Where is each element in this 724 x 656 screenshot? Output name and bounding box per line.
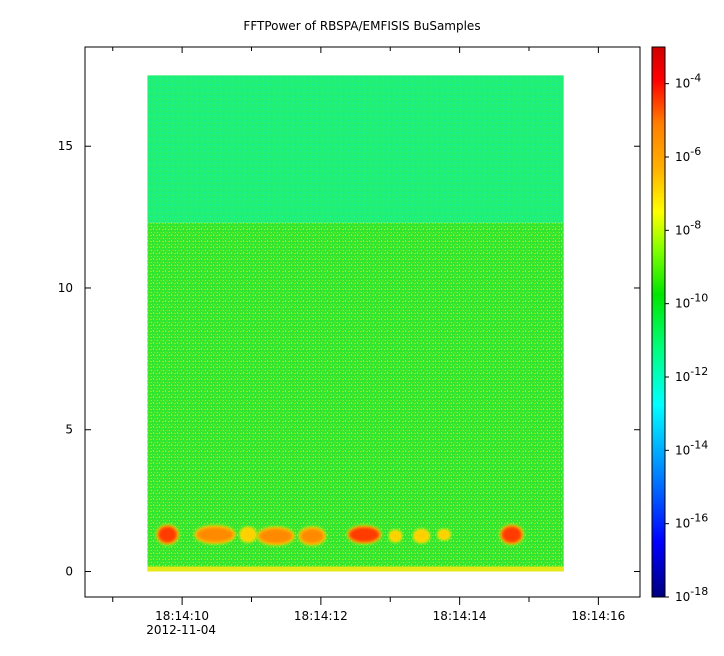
- burst-mark: [501, 526, 523, 544]
- x-tick-label: 18:14:10: [155, 609, 209, 623]
- x-tick-label: 18:14:14: [433, 609, 487, 623]
- burst-mark: [348, 526, 380, 543]
- burst-mark: [196, 526, 235, 543]
- chart-title: FFTPower of RBSPA/EMFISIS BuSamples: [243, 19, 480, 33]
- burst-mark: [241, 528, 255, 542]
- burst-mark: [157, 526, 178, 544]
- spectrogram-lower-band: [147, 222, 564, 572]
- burst-mark: [258, 528, 294, 544]
- spectrogram-upper-band: [147, 75, 564, 223]
- y-tick-label: 0: [65, 564, 73, 578]
- y-tick-label: 5: [65, 423, 73, 437]
- x-tick-label: 18:14:12: [294, 609, 348, 623]
- burst-mark: [414, 530, 429, 542]
- burst-mark: [438, 530, 450, 539]
- plot-frame: [84, 46, 641, 598]
- colorbar-gradient: [651, 46, 666, 598]
- burst-mark: [390, 531, 401, 542]
- colorbar-tick-label: 10-4: [675, 72, 701, 91]
- plot-area: [84, 46, 641, 598]
- colorbar-tick-label: 10-16: [675, 512, 708, 531]
- colorbar-tick-label: 10-12: [675, 365, 708, 384]
- y-tick-label: 10: [58, 281, 73, 295]
- x-tick-label: 18:14:16: [571, 609, 625, 623]
- spectrogram-base-band: [147, 566, 564, 572]
- colorbar-tick-label: 10-18: [675, 585, 708, 604]
- colorbar-tick-label: 10-10: [675, 292, 708, 311]
- colorbar-tick-label: 10-8: [675, 218, 701, 237]
- y-axis: 0 5 10 15: [58, 139, 640, 578]
- y-tick-label: 15: [58, 139, 73, 153]
- colorbar-tick-label: 10-6: [675, 145, 701, 164]
- colorbar: 10-4 10-6 10-8 10-10 10-12 10-14 10-16 10-18: [651, 46, 708, 604]
- chart-title-group: FFTPower of RBSPA/EMFISIS BuSamples: [243, 19, 480, 33]
- colorbar-tick-label: 10-14: [675, 438, 708, 457]
- burst-mark: [300, 528, 325, 544]
- x-tick-date-label: 2012-11-04: [146, 623, 216, 637]
